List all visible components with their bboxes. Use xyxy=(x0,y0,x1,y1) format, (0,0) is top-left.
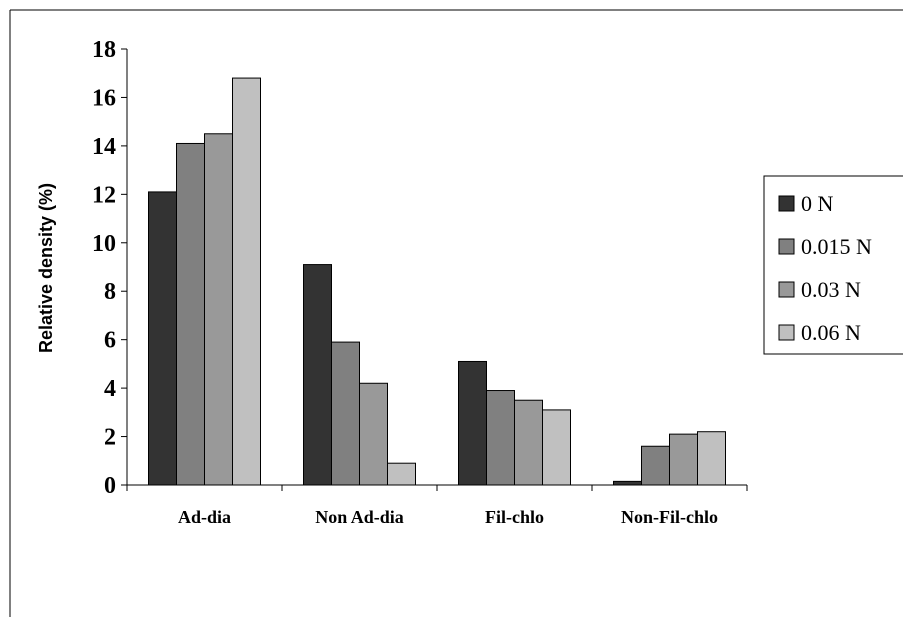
bar xyxy=(359,382,388,486)
bar xyxy=(232,77,261,486)
legend-swatch xyxy=(778,324,795,341)
legend-label: 0.03 N xyxy=(801,277,861,302)
legend-label: 0 N xyxy=(801,191,834,216)
bar xyxy=(331,341,360,486)
x-tick-label: Ad-dia xyxy=(178,507,231,527)
y-tick-label: 0 xyxy=(104,473,116,499)
x-tick-label: Fil-chlo xyxy=(485,507,544,527)
bar xyxy=(641,445,670,486)
plot-area: 0 2 4 6 8 10 12 14 16 18 Ad-dia Non Ad-dia Fil-chlo N… xyxy=(92,37,748,527)
bar xyxy=(486,390,515,486)
bar xyxy=(514,399,543,486)
bar xyxy=(669,433,698,486)
legend-label: 0.06 N xyxy=(801,320,861,345)
bar xyxy=(303,264,332,486)
y-tick-label: 2 xyxy=(104,425,116,451)
legend-label: 0.015 N xyxy=(801,234,872,259)
y-tick-label: 10 xyxy=(92,231,116,257)
chart-border xyxy=(9,9,903,617)
legend-swatch xyxy=(778,238,795,255)
legend-swatch xyxy=(778,195,795,212)
bar xyxy=(148,191,177,486)
y-tick-label: 4 xyxy=(104,376,116,402)
y-axis-label: Relative density (%) xyxy=(36,183,56,353)
bar xyxy=(542,409,571,486)
y-tick-label: 6 xyxy=(104,328,116,354)
y-tick-label: 16 xyxy=(92,85,116,111)
y-tick-label: 14 xyxy=(92,134,116,160)
y-tick-label: 18 xyxy=(92,37,116,63)
bar xyxy=(176,142,205,486)
bar xyxy=(697,431,726,486)
legend: 0 N 0.015 N 0.03 N 0.06 N xyxy=(763,175,903,355)
x-tick-label: Non-Fil-chlo xyxy=(621,507,718,527)
bar xyxy=(613,480,642,486)
y-tick-label: 12 xyxy=(92,182,116,208)
bar xyxy=(387,462,416,486)
x-tick-label: Non Ad-dia xyxy=(315,507,404,527)
legend-box xyxy=(763,175,903,355)
y-tick-label: 8 xyxy=(104,279,116,305)
bar xyxy=(204,133,233,486)
legend-swatch xyxy=(778,281,795,298)
bar xyxy=(458,360,487,486)
